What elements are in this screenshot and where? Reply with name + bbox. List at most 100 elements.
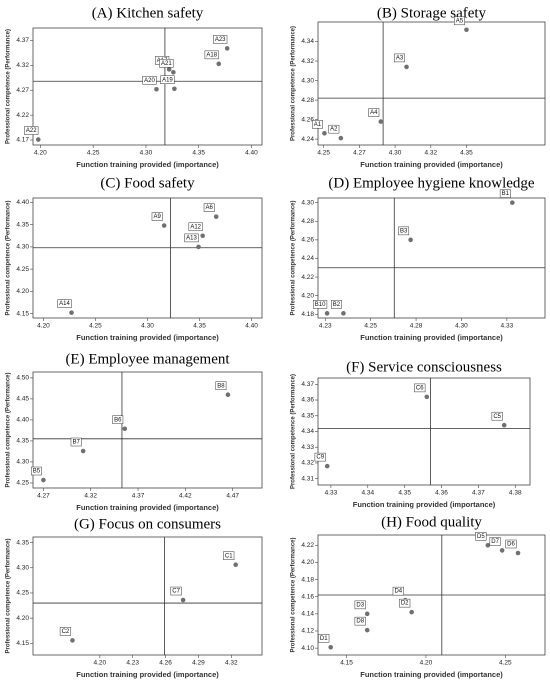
point-label-box [489, 537, 501, 546]
y-tick-label: 4.28 [301, 97, 314, 104]
point [35, 137, 41, 142]
point [224, 46, 230, 51]
x-tick-label: 4.27 [37, 493, 50, 500]
point [499, 548, 505, 553]
point-label-box [499, 189, 511, 198]
point-label-box [170, 586, 182, 596]
point-label-box [318, 634, 330, 643]
point [485, 542, 491, 548]
point-label: A12 [190, 224, 201, 230]
x-tick-label: 4.25 [87, 150, 100, 157]
point [171, 70, 176, 75]
x-tick-label: 4.27 [353, 150, 366, 157]
y-tick-label: 4.35 [301, 412, 314, 419]
x-tick-label: 4.35 [193, 323, 206, 330]
point [225, 392, 231, 397]
x-axis-label: Function training provided (importance) [76, 333, 219, 342]
y-axis-label: Professional competence (Performance) [6, 538, 12, 653]
point [70, 638, 75, 643]
y-tick-label: 4.22 [301, 542, 314, 549]
panel-title: (C) Food safety [100, 175, 195, 191]
point-label: D7 [491, 539, 499, 545]
point-label: C2 [62, 629, 70, 635]
point [233, 562, 239, 568]
x-tick-label: 4.25 [317, 150, 330, 157]
point [180, 597, 186, 603]
plot-frame [317, 377, 531, 486]
point-label-box [70, 437, 82, 447]
y-tick-label: 4.35 [16, 221, 29, 228]
panel-title: (H) Food quality [381, 514, 482, 530]
x-tick-label: 4.33 [325, 490, 338, 497]
panel-title: (D) Employee hygiene knowledge [328, 175, 535, 191]
x-tick-label: 4.20 [420, 660, 433, 667]
point-label-box [331, 300, 342, 309]
point-label-box [159, 59, 174, 68]
y-tick-label: 4.35 [16, 438, 29, 445]
point [501, 422, 507, 428]
y-axis-label: Professional competence (Performance) [6, 29, 12, 144]
plot-frame [32, 371, 263, 489]
point-label: A4 [370, 110, 378, 116]
point-label: B7 [72, 440, 80, 446]
point-label: D2 [401, 601, 409, 607]
point-label-box [142, 75, 157, 85]
point-label-box [314, 452, 326, 462]
point-label: D3 [356, 602, 364, 608]
x-axis-label: Function training provided (importance) [353, 500, 496, 509]
y-tick-label: 4.34 [301, 38, 314, 45]
point-label: A18 [206, 52, 217, 58]
panel: (B) Storage safety 4.25 4.27 4.30 4.32 4.35 4.… [291, 5, 546, 169]
point [510, 200, 515, 205]
x-tick-label: 4.37 [472, 490, 485, 497]
point [80, 448, 86, 454]
y-tick-label: 4.22 [301, 274, 314, 281]
point-label-box [204, 50, 219, 60]
point [378, 119, 384, 124]
y-axis-label: Professional competence (Performance) [6, 200, 12, 315]
y-tick-label: 4.15 [16, 640, 29, 647]
y-tick-label: 4.37 [16, 37, 29, 44]
y-tick-label: 4.30 [301, 77, 314, 84]
point-label-box [491, 411, 503, 421]
y-tick-label: 4.20 [16, 288, 29, 295]
point-label-box [354, 600, 366, 610]
point [166, 67, 172, 72]
y-tick-label: 4.34 [301, 428, 314, 435]
point [328, 644, 333, 650]
plot-frame [317, 197, 546, 319]
y-tick-label: 4.30 [16, 564, 29, 571]
x-tick-label: 4.26 [159, 660, 172, 667]
y-axis-label: Professional competence (Performance) [291, 537, 297, 652]
y-tick-label: 4.45 [16, 396, 29, 403]
y-tick-label: 4.32 [301, 460, 314, 467]
point [324, 463, 330, 469]
point-label-box [223, 551, 235, 560]
y-tick-label: 4.32 [301, 58, 314, 65]
y-tick-label: 4.30 [16, 459, 29, 466]
x-tick-label: 4.35 [398, 490, 411, 497]
point [216, 61, 222, 67]
point-label-box [505, 539, 517, 549]
x-tick-label: 4.33 [501, 323, 514, 330]
x-tick-label: 4.20 [34, 150, 47, 157]
x-tick-label: 4.34 [361, 490, 374, 497]
point-label-box [392, 586, 404, 596]
x-tick-label: 4.38 [509, 490, 522, 497]
point-label: B2 [333, 302, 341, 308]
point-label: D1 [320, 636, 328, 642]
point-label: A1 [314, 122, 322, 128]
point [341, 311, 346, 316]
x-tick-label: 4.20 [37, 323, 50, 330]
point [364, 611, 370, 617]
y-axis-label: Professional competence (Performance) [6, 372, 12, 487]
y-axis-label: Professional competence (Performance) [291, 200, 297, 315]
y-tick-label: 4.32 [16, 62, 29, 69]
point-label-box [151, 212, 163, 221]
point-label-box [354, 616, 366, 626]
x-tick-label: 4.29 [192, 660, 205, 667]
y-tick-label: 4.26 [301, 237, 314, 244]
point-label-box [215, 381, 227, 390]
point-label-box [454, 16, 465, 26]
point-label: C5 [493, 414, 501, 420]
